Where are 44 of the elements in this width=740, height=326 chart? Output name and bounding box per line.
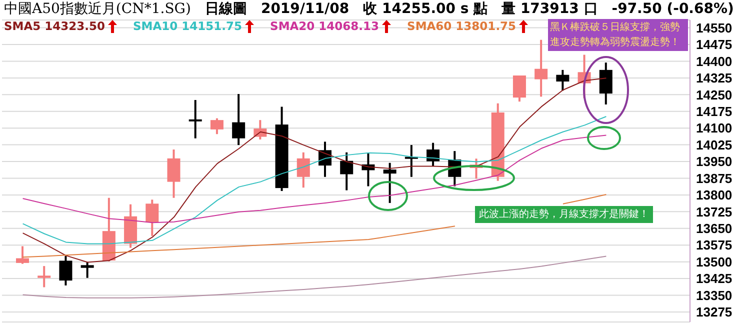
candlestick	[512, 74, 526, 103]
text: SMA20 14068.13	[270, 19, 380, 33]
text: SMA5 14323.50	[4, 19, 106, 33]
candlestick	[383, 162, 396, 204]
text: SMA10 14151.75	[133, 19, 242, 33]
y-tick-label: 13275	[696, 304, 732, 320]
candlestick	[16, 245, 29, 265]
y-tick-label: 13500	[696, 254, 732, 270]
candlestick	[556, 68, 570, 92]
y-tick-label: 13950	[696, 154, 732, 170]
candlestick	[210, 117, 224, 136]
candlestick	[59, 255, 72, 286]
line-series	[22, 256, 607, 298]
candlestick	[599, 62, 612, 106]
y-tick-label: 13575	[696, 238, 732, 253]
candlestick	[426, 142, 440, 168]
candlestick	[254, 119, 267, 140]
candlestick	[340, 151, 354, 192]
y-tick-label: 14100	[696, 120, 732, 136]
y-tick-label: 14250	[696, 87, 732, 102]
y-tick-label: 14175	[696, 104, 732, 119]
y-tick-label: 13800	[696, 188, 732, 203]
candlestick	[167, 148, 180, 199]
candlestick	[188, 99, 202, 140]
text: SMA60 13801.75	[407, 19, 516, 33]
y-tick-label: 13725	[696, 204, 732, 220]
candlestick	[232, 92, 246, 146]
candlestick	[296, 151, 310, 189]
y-tick-label: 14325	[696, 70, 732, 86]
candlestick	[80, 261, 94, 279]
y-tick-label: 14550	[696, 20, 732, 36]
y-tick-label: 13650	[696, 221, 732, 236]
candlestick	[38, 265, 51, 288]
chart-subtitle: 日線圖 2019/11/08 收 14255.00 s 點 量 173913 口 -97.50 (-0.68%)	[204, 1, 734, 17]
y-tick-label: 14025	[696, 137, 732, 152]
y-tick-label: 14475	[696, 37, 732, 52]
chart-title: 中國A50指數近月(CN*1.SG)	[4, 1, 191, 17]
y-tick-label: 13425	[696, 271, 732, 286]
y-tick-label: 13875	[696, 170, 732, 186]
candlestick	[534, 38, 548, 98]
candlestick	[146, 198, 159, 237]
y-tick-label: 14400	[696, 54, 732, 69]
y-tick-label: 13350	[696, 288, 732, 303]
line-series	[22, 116, 607, 244]
